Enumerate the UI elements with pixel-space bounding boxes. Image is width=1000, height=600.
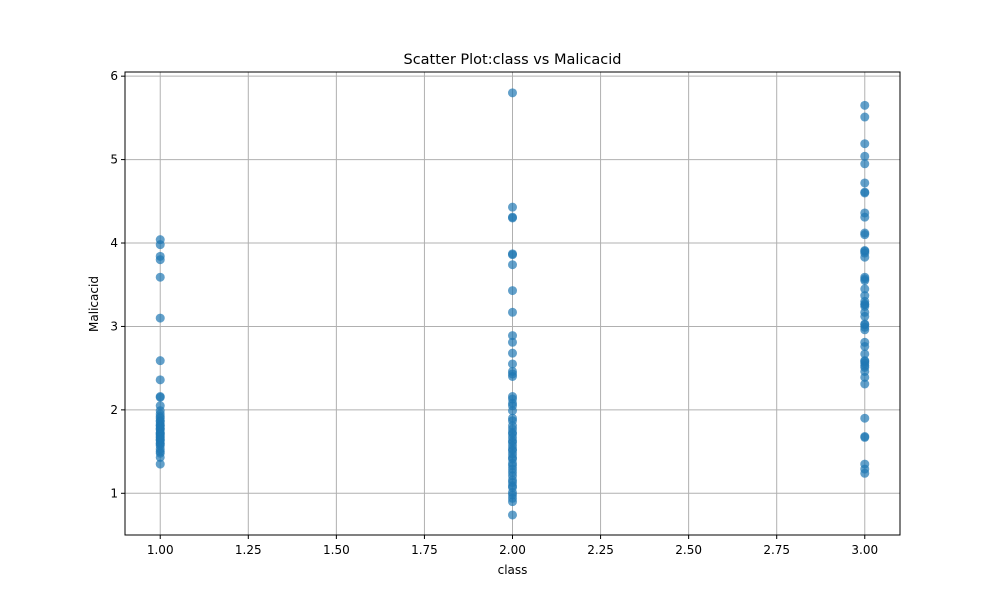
- x-tick-label: 2.25: [587, 543, 614, 557]
- scatter-point: [860, 379, 870, 389]
- y-tick-label: 4: [110, 236, 118, 250]
- scatter-point: [508, 337, 517, 347]
- scatter-point: [860, 325, 870, 335]
- x-tick-label: 1.75: [411, 543, 438, 557]
- scatter-point: [860, 372, 870, 382]
- scatter-point: [508, 213, 517, 223]
- scatter-point: [860, 178, 870, 188]
- scatter-point: [508, 348, 517, 358]
- scatter-point: [155, 421, 165, 431]
- scatter-point: [508, 359, 517, 369]
- scatter-point: [508, 202, 517, 212]
- grid: [125, 72, 900, 535]
- scatter-point: [860, 112, 870, 122]
- scatter-point: [155, 452, 165, 462]
- scatter-point: [508, 510, 517, 520]
- scatter-point: [508, 307, 517, 317]
- scatter-point: [155, 356, 165, 366]
- scatter-point: [508, 286, 517, 296]
- scatter-point: [508, 260, 517, 270]
- x-tick-label: 2.75: [763, 543, 790, 557]
- scatter-point: [155, 313, 165, 323]
- chart-title: Scatter Plot:class vs Malicacid: [403, 52, 621, 68]
- x-tick-label: 1.25: [235, 543, 262, 557]
- scatter-point: [508, 406, 517, 416]
- scatter-point: [860, 349, 870, 359]
- scatter-point: [860, 212, 870, 222]
- y-tick-label: 1: [110, 486, 118, 500]
- scatter-point: [155, 459, 165, 469]
- scatter-point: [155, 240, 165, 250]
- y-tick-label: 2: [110, 403, 118, 417]
- x-axis-label: class: [498, 563, 528, 577]
- scatter-point: [860, 468, 870, 478]
- y-axis-label: Malicacid: [87, 276, 101, 332]
- axis-ticks: 1.00 1.25 1.50 1.75 2.00 2.25 2.50 2.75 3.00 1 2 3 4…: [110, 69, 878, 557]
- scatter-point: [860, 276, 870, 286]
- scatter-point: [860, 432, 870, 442]
- scatter-point: [860, 341, 870, 351]
- scatter-point: [155, 272, 165, 282]
- scatter-point: [860, 139, 870, 149]
- x-tick-label: 3.00: [851, 543, 878, 557]
- scatter-point: [860, 100, 870, 110]
- data-points: [155, 88, 870, 520]
- scatter-point: [155, 255, 165, 265]
- scatter-point: [508, 497, 517, 507]
- y-tick-label: 3: [110, 319, 118, 333]
- scatter-point: [860, 311, 870, 321]
- scatter-point: [508, 331, 517, 341]
- scatter-point: [860, 413, 870, 423]
- scatter-point: [508, 88, 517, 98]
- scatter-point: [508, 371, 517, 381]
- scatter-point: [860, 284, 870, 294]
- scatter-point: [860, 230, 870, 240]
- scatter-point: [155, 392, 165, 402]
- y-tick-label: 6: [110, 69, 118, 83]
- scatter-point: [508, 250, 517, 260]
- x-tick-label: 2.50: [675, 543, 702, 557]
- scatter-point: [860, 252, 870, 262]
- scatter-point: [860, 159, 870, 169]
- scatter-point: [860, 188, 870, 198]
- x-tick-label: 1.50: [323, 543, 350, 557]
- x-tick-label: 1.00: [147, 543, 174, 557]
- scatter-point: [155, 375, 165, 385]
- y-tick-label: 5: [110, 153, 118, 167]
- x-tick-label: 2.00: [499, 543, 526, 557]
- scatter-point: [860, 151, 870, 161]
